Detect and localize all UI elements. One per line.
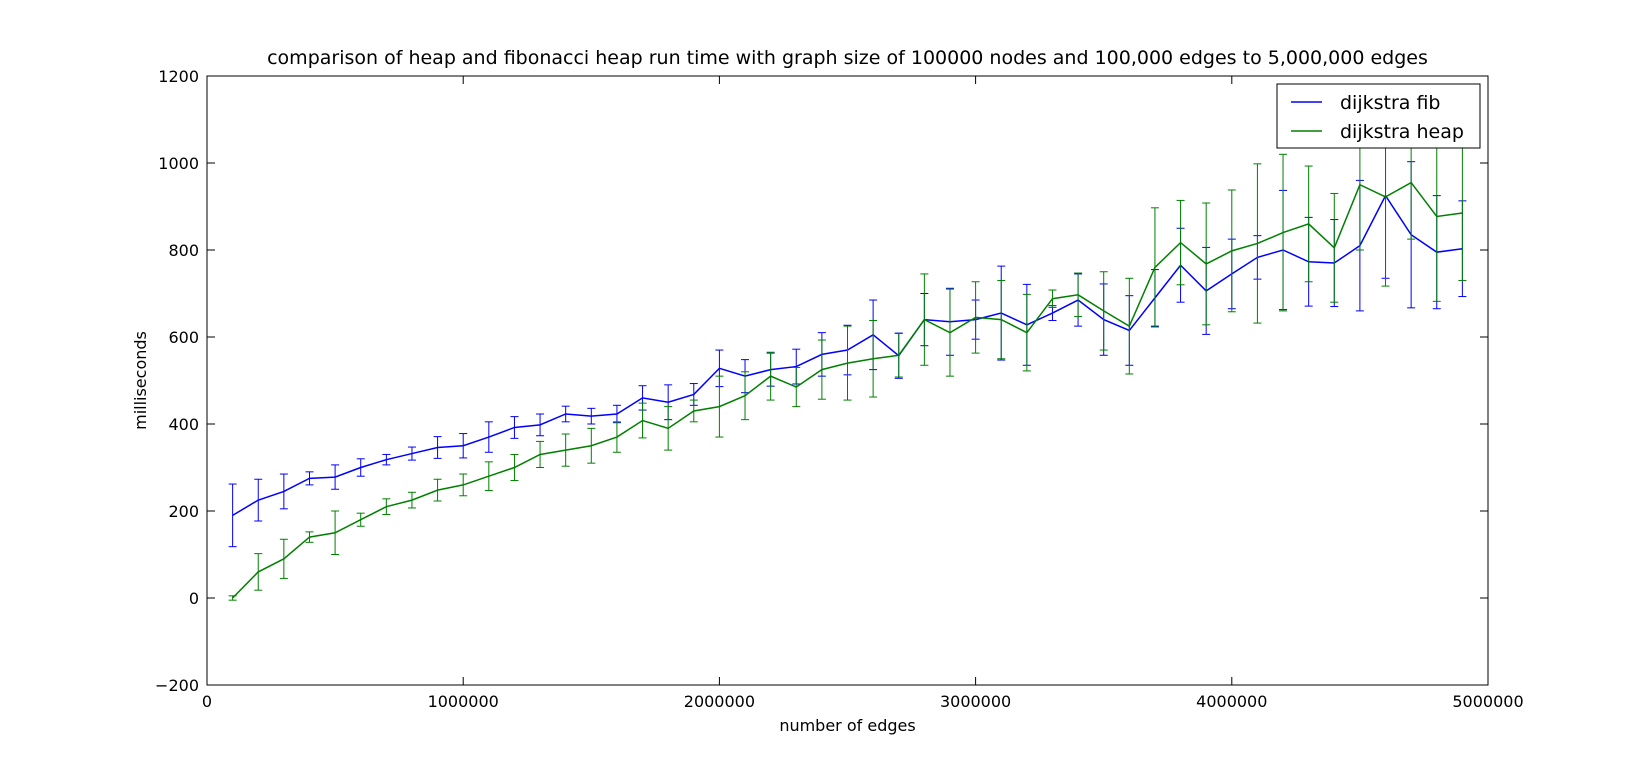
legend-box bbox=[1276, 83, 1481, 149]
y-tick-label: 1200 bbox=[158, 67, 199, 86]
plot-marks bbox=[228, 107, 1467, 601]
x-tick-label: 4000000 bbox=[1196, 692, 1267, 711]
x-tick-label: 5000000 bbox=[1452, 692, 1523, 711]
y-axis-label: milliseconds bbox=[131, 331, 150, 430]
y-tick-label: 0 bbox=[189, 589, 199, 608]
series-line bbox=[232, 181, 1463, 599]
chart-title: comparison of heap and fibonacci heap ru… bbox=[267, 47, 1428, 69]
x-tick-label: 1000000 bbox=[428, 692, 499, 711]
series-2 bbox=[228, 107, 1467, 601]
y-tick-label: 200 bbox=[168, 502, 199, 521]
y-tick-label: 400 bbox=[168, 415, 199, 434]
y-tick-label: −200 bbox=[155, 676, 199, 695]
y-tick-label: 1000 bbox=[158, 154, 199, 173]
legend-label: dijkstra heap bbox=[1340, 121, 1464, 143]
legend: dijkstra fib dijkstra heap bbox=[1276, 83, 1481, 149]
axis-ticks: 0 1000000 2000000 3000000 4000000 5000000 −200… bbox=[155, 67, 1524, 711]
x-tick-label: 3000000 bbox=[940, 692, 1011, 711]
y-tick-label: 600 bbox=[168, 328, 199, 347]
legend-label: dijkstra fib bbox=[1340, 92, 1441, 114]
plot-frame bbox=[206, 75, 1489, 686]
x-tick-label: 0 bbox=[202, 692, 212, 711]
x-axis-label: number of edges bbox=[779, 716, 915, 735]
x-tick-label: 2000000 bbox=[684, 692, 755, 711]
y-tick-label: 800 bbox=[168, 241, 199, 260]
